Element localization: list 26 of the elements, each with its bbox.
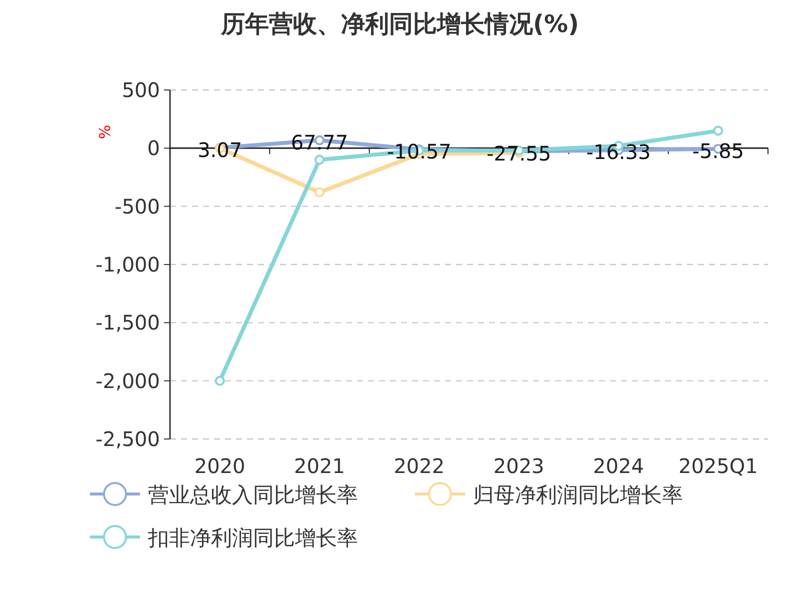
y-tick-label: 500 [122,78,160,102]
y-tick-label: -1,000 [96,252,160,276]
ylabel: % [96,124,114,140]
x-tick-label: 2023 [493,454,544,478]
point [713,126,724,136]
data-label: -5.85 [692,138,744,163]
x-tick-label: 2022 [394,454,445,478]
legend-label: 营业总收入同比增长率 [148,483,358,507]
data-label: -16.33 [586,140,651,164]
data-label: 3.07 [198,138,242,162]
y-tick-label: -500 [114,194,160,218]
y-tick-label: 0 [147,136,160,160]
x-tick-label: 2021 [294,454,345,478]
x-tick-label: 2020 [194,454,246,478]
x-tick-label: 2025Q1 [678,454,758,478]
data-label: -27.55 [486,141,552,166]
y-tick-label: -2,500 [96,427,160,451]
legend-label: 归母净利润同比增长率 [473,483,683,507]
y-tick-label: -1,500 [96,310,160,335]
x-tick-label: 2024 [593,454,644,478]
point [214,376,225,386]
legend-label: 扣非净利润同比增长率 [147,526,358,550]
point [314,154,324,165]
y-tick-label: -2,000 [96,368,160,393]
title: 历年营收、净利同比增长情况(%) [221,10,579,38]
point [314,187,324,198]
